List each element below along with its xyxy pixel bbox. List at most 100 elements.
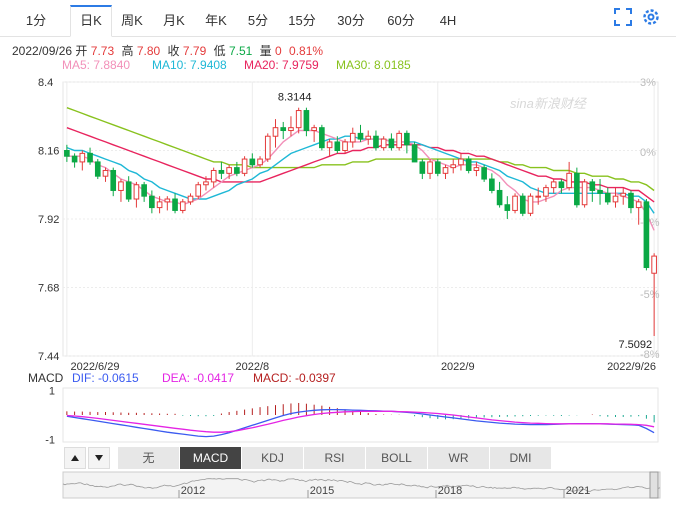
indicator-button-3[interactable]: RSI xyxy=(304,447,366,469)
candle xyxy=(272,127,279,137)
y-tick-left: 7.68 xyxy=(38,283,59,295)
candle xyxy=(365,135,372,140)
y-tick-right: 0% xyxy=(640,147,656,159)
candle xyxy=(643,201,650,269)
indicator-button-4[interactable]: BOLL xyxy=(366,447,428,469)
candle xyxy=(187,195,194,203)
candle xyxy=(226,167,232,174)
gear-icon[interactable] xyxy=(640,6,662,28)
candle xyxy=(94,161,101,177)
indicator-button-2[interactable]: KDJ xyxy=(242,447,304,469)
candle xyxy=(419,161,426,174)
tab-2[interactable]: 周K xyxy=(121,13,143,28)
candle xyxy=(651,255,657,274)
y-tick-left: 7.92 xyxy=(38,214,59,226)
overview-line xyxy=(62,478,661,492)
candle xyxy=(319,127,325,149)
indicator-buttons: 无 MACD KDJ RSI BOLL WR DMI xyxy=(118,447,556,469)
macd-title: MACD xyxy=(28,371,64,385)
min-annotation: 7.5092 xyxy=(618,339,652,351)
candle xyxy=(574,172,580,206)
indicator-button-5[interactable]: WR xyxy=(428,447,490,469)
candle xyxy=(450,164,457,169)
candle xyxy=(326,141,333,149)
ma20-line xyxy=(66,127,655,203)
candle xyxy=(527,195,534,214)
max-annotation: 8.3144 xyxy=(278,91,312,103)
candle xyxy=(303,110,310,132)
tab-1[interactable]: 日K xyxy=(70,5,112,37)
tab-4[interactable]: 年K xyxy=(205,13,227,28)
candle xyxy=(489,178,495,191)
candle xyxy=(566,172,572,189)
close-label: 收 xyxy=(167,44,180,58)
triangle-down-icon[interactable] xyxy=(88,447,110,469)
x-tick-label: 2022/8 xyxy=(235,361,269,370)
y-tick-left: 8.16 xyxy=(38,146,59,158)
candle xyxy=(141,184,147,197)
candle xyxy=(64,150,70,157)
candle xyxy=(427,161,433,174)
tab-3[interactable]: 月K xyxy=(163,13,185,28)
candle xyxy=(558,181,565,189)
candle xyxy=(102,169,109,177)
candle xyxy=(280,127,287,132)
candle xyxy=(473,167,480,171)
period-tabs: 1分 日K 周K 月K 年K 5分 15分 30分 60分 4H xyxy=(0,5,676,37)
candle xyxy=(164,198,171,203)
tab-0[interactable]: 1分 xyxy=(25,13,47,28)
candle xyxy=(543,187,549,197)
overview-year: 2012 xyxy=(181,485,205,497)
open-value: 7.73 xyxy=(90,44,115,58)
candle xyxy=(210,169,217,183)
candle xyxy=(264,135,271,160)
overview-year: 2021 xyxy=(566,485,590,497)
quote-date: 2022/09/26 xyxy=(12,44,73,58)
candle xyxy=(149,195,155,209)
tab-8[interactable]: 60分 xyxy=(387,13,415,28)
ma10-line xyxy=(66,135,655,214)
tab-5[interactable]: 5分 xyxy=(247,13,269,28)
candlestick-chart[interactable]: 8.4 8.16 7.92 7.68 7.44 3% 0% -3% -5% -8% sina新浪财经… xyxy=(0,70,676,370)
candle xyxy=(118,181,124,191)
x-tick-label: 2022/6/29 xyxy=(71,361,120,370)
macd-value-legend: MACD: -0.0397 xyxy=(253,371,336,385)
fullscreen-icon[interactable] xyxy=(612,6,634,28)
candle xyxy=(620,192,627,197)
indicator-button-0[interactable]: 无 xyxy=(118,447,180,469)
candle xyxy=(519,195,526,214)
macd-y-tick: 1 xyxy=(49,386,55,397)
change-value: 0.81% xyxy=(289,44,324,58)
y-tick-right: -5% xyxy=(640,289,660,301)
candle xyxy=(404,132,410,146)
overview-handle[interactable] xyxy=(649,471,659,499)
candle xyxy=(195,184,202,197)
close-value: 7.79 xyxy=(182,44,207,58)
candle xyxy=(311,127,317,132)
overview-year: 2018 xyxy=(438,485,462,497)
tab-6[interactable]: 15分 xyxy=(288,13,316,28)
candle xyxy=(79,152,86,163)
ma30-legend: MA30: 8.0185 xyxy=(336,58,411,72)
dea-line xyxy=(66,410,655,433)
candle xyxy=(249,158,256,166)
indicator-button-1[interactable]: MACD xyxy=(180,447,242,469)
candle xyxy=(357,132,364,140)
low-value: 7.51 xyxy=(228,44,253,58)
candle xyxy=(581,181,588,206)
y-tick-right: -3% xyxy=(640,217,660,229)
macd-y-tick: -1 xyxy=(45,435,55,446)
candle xyxy=(612,195,619,203)
tab-7[interactable]: 30分 xyxy=(337,13,365,28)
candle xyxy=(442,167,449,174)
overview-navigator[interactable]: 2012 2015 2018 2021 xyxy=(0,470,676,510)
tab-tools xyxy=(612,6,662,28)
candle xyxy=(125,181,132,200)
indicator-button-6[interactable]: DMI xyxy=(490,447,552,469)
high-label: 高 xyxy=(121,44,134,58)
candle xyxy=(257,158,263,166)
candle xyxy=(512,195,518,211)
candle xyxy=(241,158,248,174)
tab-9[interactable]: 4H xyxy=(439,13,457,28)
triangle-up-icon[interactable] xyxy=(64,447,86,469)
